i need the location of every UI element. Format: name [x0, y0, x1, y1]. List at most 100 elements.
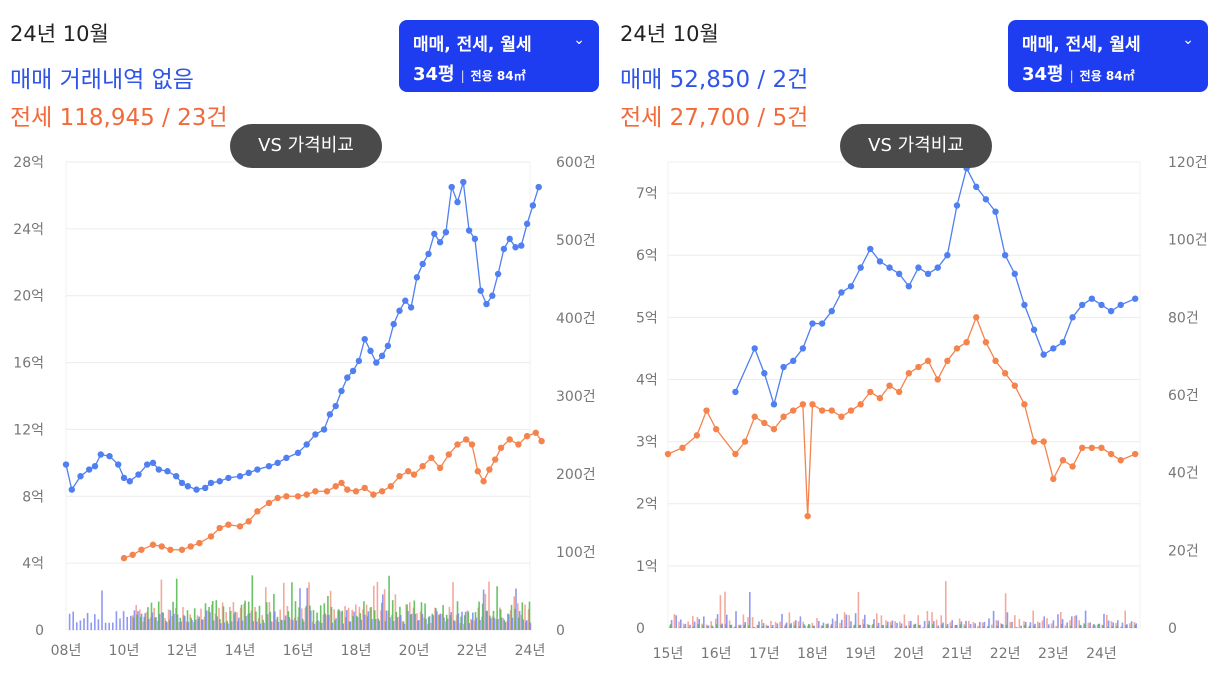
jeonse-price-point[interactable] [387, 483, 394, 490]
sale-price-point[interactable] [915, 264, 922, 271]
sale-price-point[interactable] [173, 473, 180, 480]
sale-price-point[interactable] [857, 264, 864, 271]
sale-price-point[interactable] [155, 466, 162, 473]
sale-price-point[interactable] [419, 260, 426, 268]
jeonse-price-point[interactable] [149, 541, 157, 548]
sale-price-point[interactable] [126, 478, 133, 485]
jeonse-price-point[interactable] [538, 437, 545, 445]
jeonse-price-point[interactable] [236, 523, 244, 530]
jeonse-price-point[interactable] [138, 546, 145, 553]
sale-price-point[interactable] [780, 363, 787, 371]
jeonse-price-point[interactable] [196, 539, 203, 547]
jeonse-price-point[interactable] [1059, 457, 1067, 464]
jeonse-price-point[interactable] [828, 407, 835, 414]
jeonse-price-point[interactable] [410, 471, 418, 478]
jeonse-price-point[interactable] [463, 436, 470, 443]
sale-price-point[interactable] [193, 486, 200, 493]
sale-price-point[interactable] [1059, 338, 1067, 346]
sale-price-point[interactable] [770, 401, 778, 408]
sale-price-point[interactable] [886, 264, 893, 271]
sale-price-point[interactable] [303, 441, 310, 448]
sale-price-point[interactable] [135, 471, 142, 478]
sale-price-point[interactable] [338, 387, 345, 395]
sale-price-point[interactable] [1040, 351, 1047, 358]
sale-price-point[interactable] [934, 264, 941, 271]
jeonse-price-point[interactable] [867, 388, 874, 396]
jeonse-price-point[interactable] [332, 483, 339, 490]
sale-price-point[interactable] [396, 307, 403, 314]
sale-price-point[interactable] [905, 283, 913, 290]
sale-price-point[interactable] [349, 367, 357, 375]
sale-price-point[interactable] [1107, 307, 1115, 315]
jeonse-price-point[interactable] [254, 508, 261, 515]
sale-price-point[interactable] [992, 208, 999, 215]
jeonse-price-point[interactable] [741, 438, 749, 445]
sale-price-point[interactable] [506, 235, 513, 243]
jeonse-price-point[interactable] [1069, 463, 1076, 470]
sale-price-point[interactable] [361, 335, 368, 343]
jeonse-price-point[interactable] [344, 486, 351, 493]
jeonse-price-point[interactable] [492, 456, 499, 463]
sale-price-point[interactable] [106, 452, 113, 460]
jeonse-price-point[interactable] [953, 345, 961, 352]
sale-price-point[interactable] [178, 479, 186, 487]
jeonse-price-point[interactable] [486, 466, 493, 473]
jeonse-price-point[interactable] [934, 376, 941, 383]
sale-price-point[interactable] [448, 183, 455, 191]
sale-price-point[interactable] [924, 270, 932, 278]
sale-price-point[interactable] [1117, 301, 1124, 309]
sale-price-point[interactable] [454, 198, 461, 206]
jeonse-price-point[interactable] [761, 419, 768, 427]
sale-price-point[interactable] [283, 454, 290, 462]
jeonse-price-point[interactable] [352, 488, 360, 495]
jeonse-price-point[interactable] [944, 357, 951, 365]
jeonse-price-point[interactable] [370, 491, 377, 498]
sale-price-point[interactable] [953, 202, 961, 209]
sale-price-point[interactable] [184, 483, 191, 490]
jeonse-price-point[interactable] [207, 533, 215, 540]
sale-price-point[interactable] [149, 459, 157, 467]
sale-price-point[interactable] [225, 474, 232, 482]
sale-price-point[interactable] [460, 178, 467, 186]
sale-price-point[interactable] [809, 320, 816, 327]
sale-price-point[interactable] [68, 486, 76, 493]
trade-type-dropdown[interactable]: 매매, 전세, 월세 ⌄ 34평 | 전용 84㎡ [1008, 20, 1208, 92]
jeonse-price-point[interactable] [664, 450, 672, 458]
jeonse-price-point[interactable] [804, 512, 811, 520]
vs-compare-button[interactable]: VS 가격비교 [840, 124, 992, 168]
jeonse-price-point[interactable] [338, 479, 345, 487]
jeonse-price-point[interactable] [847, 407, 855, 414]
jeonse-price-point[interactable] [506, 436, 513, 443]
jeonse-price-point[interactable] [905, 370, 913, 377]
trade-type-dropdown[interactable]: 매매, 전세, 월세 ⌄ 34평 | 전용 84㎡ [399, 20, 599, 92]
sale-price-point[interactable] [407, 304, 415, 311]
sale-price-point[interactable] [390, 320, 397, 328]
sale-price-point[interactable] [320, 426, 328, 433]
jeonse-price-point[interactable] [454, 441, 461, 448]
sale-price-point[interactable] [1030, 326, 1038, 333]
jeonse-price-point[interactable] [963, 338, 970, 346]
sale-price-point[interactable] [500, 245, 508, 253]
sale-price-point[interactable] [1079, 301, 1086, 309]
sale-price-point[interactable] [751, 345, 758, 352]
sale-price-point[interactable] [425, 250, 432, 258]
sale-price-point[interactable] [477, 287, 484, 294]
sale-price-point[interactable] [847, 283, 855, 290]
jeonse-price-point[interactable] [225, 521, 232, 528]
jeonse-price-point[interactable] [216, 524, 223, 532]
jeonse-price-point[interactable] [679, 444, 686, 452]
sale-price-point[interactable] [818, 320, 826, 327]
jeonse-price-point[interactable] [770, 425, 778, 433]
sale-price-point[interactable] [274, 459, 281, 467]
jeonse-price-point[interactable] [532, 429, 539, 436]
jeonse-price-point[interactable] [187, 543, 194, 550]
jeonse-price-point[interactable] [497, 444, 505, 452]
sale-price-point[interactable] [207, 479, 215, 487]
sale-price-point[interactable] [312, 431, 319, 438]
jeonse-price-point[interactable] [158, 543, 165, 550]
sale-price-point[interactable] [216, 478, 223, 485]
sale-price-point[interactable] [732, 388, 739, 396]
jeonse-price-point[interactable] [468, 441, 476, 448]
sale-price-point[interactable] [895, 270, 903, 278]
jeonse-price-point[interactable] [474, 468, 481, 475]
